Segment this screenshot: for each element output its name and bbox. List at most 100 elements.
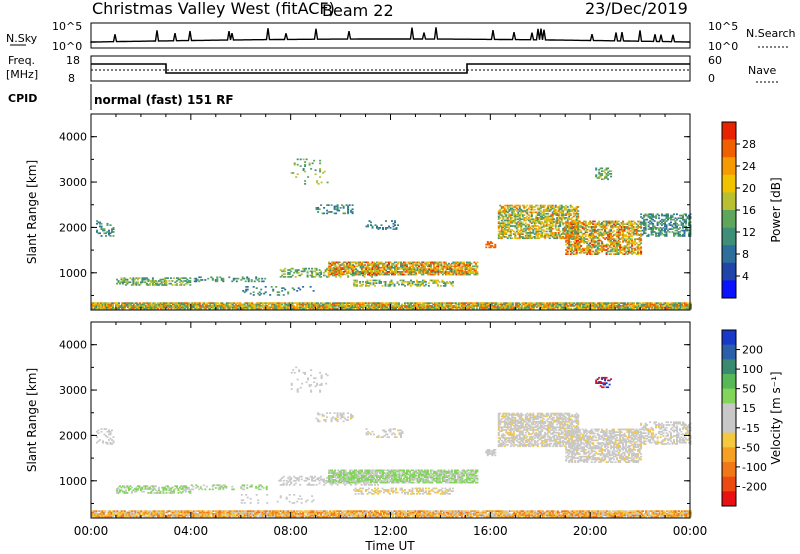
data-cell <box>580 239 583 242</box>
data-cell <box>500 207 503 210</box>
data-cell <box>386 306 388 309</box>
data-cell <box>405 302 408 304</box>
data-cell <box>335 276 338 278</box>
data-cell <box>568 218 571 221</box>
data-cell <box>526 232 529 234</box>
data-cell <box>632 241 635 243</box>
data-cell <box>461 268 464 270</box>
data-cell <box>395 302 397 304</box>
data-cell <box>297 271 300 274</box>
data-cell <box>635 234 638 236</box>
data-cell <box>350 269 353 272</box>
data-cell <box>366 285 369 287</box>
data-cell <box>598 238 601 240</box>
data-cell <box>550 214 553 216</box>
data-cell <box>282 302 285 304</box>
data-cell <box>233 305 236 307</box>
data-cell <box>353 305 356 307</box>
data-cell <box>347 211 350 213</box>
data-cell <box>474 303 477 306</box>
data-cell <box>395 269 398 272</box>
data-cell <box>261 277 264 280</box>
data-cell <box>305 303 308 306</box>
data-cell <box>336 207 339 209</box>
data-cell <box>197 305 200 307</box>
data-cell <box>341 306 344 309</box>
data-cell <box>394 273 396 276</box>
data-cell <box>193 280 196 283</box>
data-cell <box>263 305 266 307</box>
data-cell <box>408 302 411 304</box>
data-cell <box>524 219 527 222</box>
data-cell <box>396 303 399 306</box>
data-cell <box>624 302 627 304</box>
data-cell <box>324 305 327 307</box>
data-cell <box>679 307 682 310</box>
data-cell <box>685 306 688 309</box>
data-cell <box>571 206 574 208</box>
data-cell <box>634 238 637 240</box>
data-cell <box>554 210 557 212</box>
data-cell <box>362 307 364 310</box>
data-cell <box>507 307 510 310</box>
data-cell <box>599 223 602 225</box>
data-cell <box>204 279 207 281</box>
data-cell <box>577 230 580 232</box>
data-cell <box>429 272 432 274</box>
data-cell <box>678 307 680 310</box>
data-cell <box>278 291 281 294</box>
data-cell <box>281 306 284 309</box>
data-cell <box>664 233 666 236</box>
data-cell <box>380 305 382 307</box>
data-cell <box>394 261 396 264</box>
data-cell <box>293 288 296 291</box>
data-cell <box>617 223 620 225</box>
data-cell <box>436 283 439 286</box>
data-cell <box>328 269 331 272</box>
data-cell <box>619 247 622 250</box>
data-cell <box>108 233 110 236</box>
data-cell <box>468 269 471 272</box>
data-cell <box>564 305 567 307</box>
data-cell <box>224 305 227 307</box>
data-cell <box>487 303 490 306</box>
data-cell <box>341 271 344 273</box>
data-cell <box>590 235 593 238</box>
data-cell <box>179 302 182 304</box>
data-cell <box>338 271 341 273</box>
data-cell <box>297 303 300 306</box>
data-cell <box>586 253 589 255</box>
data-cell <box>554 234 557 237</box>
data-cell <box>228 305 231 307</box>
data-cell <box>585 303 588 306</box>
data-cell <box>248 306 251 309</box>
data-cell <box>451 306 454 309</box>
data-cell <box>637 245 640 247</box>
data-cell <box>441 279 444 282</box>
data-cell <box>563 229 566 231</box>
data-cell <box>441 307 444 310</box>
data-cell <box>514 303 517 306</box>
data-cell <box>518 219 521 222</box>
data-cell <box>637 238 640 240</box>
data-cell <box>288 302 291 304</box>
data-cell <box>511 208 514 211</box>
data-cell <box>251 303 254 306</box>
data-cell <box>645 306 648 309</box>
data-cell <box>632 251 635 254</box>
data-cell <box>551 214 554 216</box>
data-cell <box>383 281 385 283</box>
data-cell <box>336 271 339 274</box>
data-cell <box>228 276 231 279</box>
data-cell <box>593 239 596 242</box>
data-cell <box>651 306 654 309</box>
data-cell <box>617 249 620 251</box>
data-cell <box>401 265 404 268</box>
data-cell <box>364 264 366 266</box>
data-cell <box>370 269 372 272</box>
data-cell <box>416 261 419 264</box>
data-cell <box>299 303 302 306</box>
data-cell <box>96 231 98 233</box>
data-cell <box>475 306 478 309</box>
data-cell <box>348 307 351 310</box>
